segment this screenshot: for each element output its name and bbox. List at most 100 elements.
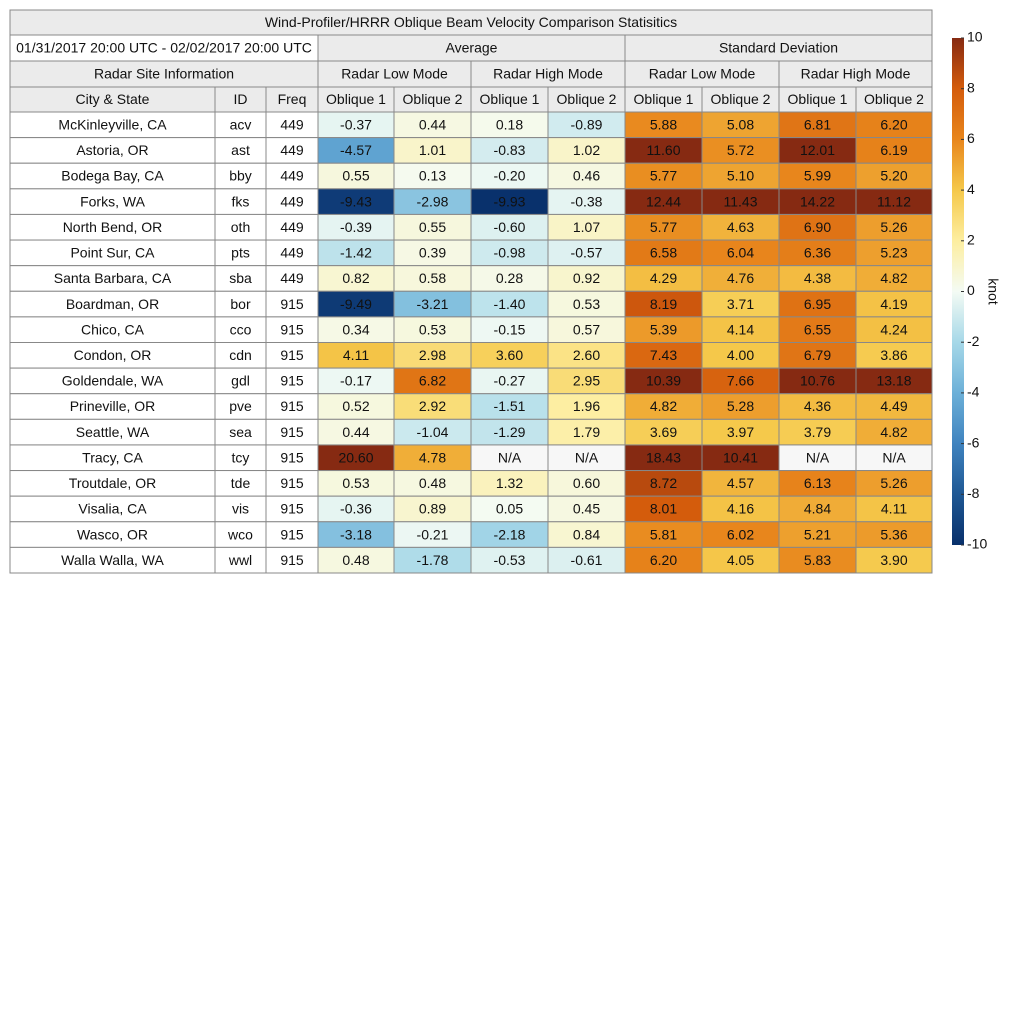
value-text: -0.57 [571,245,603,261]
site-text: 915 [280,424,304,440]
period: 01/31/2017 20:00 UTC - 02/02/2017 20:00 … [16,40,312,56]
site-cell [214,470,267,497]
value-text: -0.38 [571,193,603,209]
value-cell [470,393,549,420]
value-text: 0.52 [342,398,369,414]
site-cell [9,188,216,215]
value-text: 6.55 [804,321,831,337]
site-cell [214,188,267,215]
site-text: Wasco, OR [77,526,148,542]
value-text: -2.18 [494,526,526,542]
value-text: -4.57 [340,142,372,158]
value-text: 6.20 [650,552,677,568]
value-cell [317,213,395,241]
site-cell [214,290,267,318]
column-header: Oblique 1 [326,91,386,107]
value-text: 4.63 [727,219,754,235]
value-text: -0.17 [340,373,372,389]
value-cell [624,495,703,523]
value-cell [778,521,857,548]
value-text: 6.13 [804,475,831,491]
value-text: -0.89 [571,117,603,133]
value-text: 6.82 [419,373,446,389]
value-cell [855,444,933,472]
value-text: 6.81 [804,117,831,133]
column-header-cell [701,86,780,113]
value-text: 5.26 [880,219,907,235]
value-text: 3.69 [650,424,677,440]
value-cell [701,418,780,446]
value-text: -1.04 [417,424,449,440]
value-text: 6.58 [650,245,677,261]
value-text: 2.60 [573,347,600,363]
value-cell [701,162,780,190]
column-header-cell [265,86,319,113]
value-text: -1.51 [494,398,526,414]
site-cell [265,342,319,369]
value-cell [624,316,703,343]
site-text: sea [229,424,252,440]
value-cell [701,393,780,420]
value-text: -0.83 [494,142,526,158]
value-text: 5.28 [727,398,754,414]
site-text: Troutdale, OR [69,475,156,491]
value-cell [778,418,857,446]
value-cell [317,495,395,523]
site-text: tcy [232,449,250,465]
site-cell [9,367,216,395]
value-text: 5.20 [880,168,907,184]
value-cell [393,137,472,164]
value-cell [855,316,933,343]
value-cell [778,213,857,241]
value-text: 5.36 [880,526,907,542]
column-header: Oblique 2 [403,91,463,107]
value-cell [778,239,857,267]
column-header-cell [778,86,857,113]
site-cell [265,111,319,139]
site-cell [265,162,319,190]
colorbar-label: knot [985,278,1001,305]
site-text: 449 [280,142,304,158]
site-text: bor [230,296,251,312]
period-cell [9,34,319,62]
value-text: 4.76 [727,270,754,286]
colorbar-tick-label: 0 [967,282,975,298]
value-text: 4.36 [804,398,831,414]
value-text: -9.43 [340,193,372,209]
site-text: wwl [228,552,252,568]
site-cell [214,367,267,395]
value-cell [855,137,933,164]
value-text: 0.46 [573,168,600,184]
site-text: Walla Walla, WA [61,552,164,568]
value-text: 0.18 [496,117,523,133]
group-header-cell [624,34,933,62]
site-text: Point Sur, CA [70,245,155,261]
value-cell [624,188,703,215]
site-text: Tracy, CA [82,449,143,465]
value-cell [317,239,395,267]
site-text: cco [230,321,252,337]
value-cell [317,393,395,420]
value-text: 2.98 [419,347,446,363]
site-text: acv [230,117,252,133]
site-text: pts [231,245,250,261]
site-text: oth [231,219,250,235]
value-cell [393,162,472,190]
site-text: McKinleyville, CA [58,117,167,133]
value-cell [701,111,780,139]
value-text: 6.95 [804,296,831,312]
value-cell [547,162,626,190]
value-text: 0.82 [342,270,369,286]
site-text: Santa Barbara, CA [54,270,172,286]
colorbar [952,38,964,545]
mode-header-cell [778,60,933,88]
value-text: -3.18 [340,526,372,542]
column-header-cell [855,86,933,113]
site-text: 449 [280,168,304,184]
site-text: sba [229,270,252,286]
colorbar-tick-label: 10 [967,29,983,45]
value-text: 13.18 [876,373,911,389]
value-text: 8.01 [650,501,677,517]
value-cell [624,213,703,241]
